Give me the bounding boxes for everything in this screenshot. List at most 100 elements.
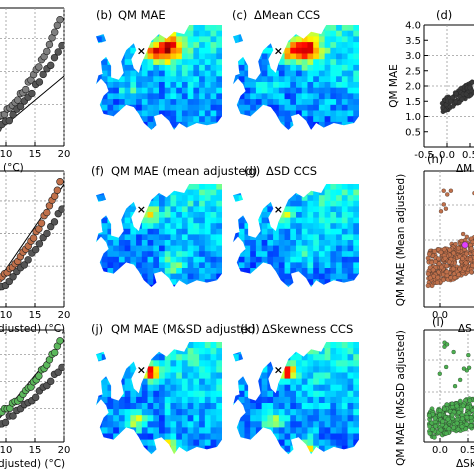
map-cell — [204, 415, 211, 422]
map-cell — [284, 82, 291, 89]
scatter-point — [470, 263, 474, 268]
map-cell — [187, 25, 194, 32]
map-cell — [341, 36, 348, 43]
map-cell — [124, 53, 131, 60]
scatter-point — [435, 275, 441, 280]
scatter-point — [454, 403, 460, 409]
map-cell — [318, 445, 326, 453]
map-cell — [176, 189, 183, 196]
map-cell — [141, 384, 148, 392]
map-cell — [181, 384, 189, 392]
map-cell — [284, 76, 291, 83]
map-cell — [216, 360, 222, 367]
map-cell — [278, 268, 285, 274]
map-cell — [204, 36, 211, 43]
scatter-point — [433, 423, 439, 429]
map-cell — [170, 262, 177, 269]
map-cell — [353, 245, 359, 252]
map-cell — [324, 206, 331, 213]
map-cell — [204, 403, 211, 410]
map-cell — [336, 342, 343, 349]
map-cell — [278, 256, 285, 263]
map-cell — [267, 251, 274, 258]
map-cell — [107, 384, 114, 392]
map-cell — [353, 59, 359, 66]
map-cell — [210, 245, 217, 252]
map-cell — [267, 76, 274, 83]
map-cell — [181, 110, 189, 117]
map-cell — [330, 251, 337, 258]
map-cell — [216, 421, 222, 428]
qq-point-secondary — [54, 48, 62, 56]
map-cell — [336, 348, 343, 355]
map-cell — [164, 64, 171, 71]
map-cell — [199, 372, 206, 379]
map-cell — [170, 354, 177, 361]
map-cell — [199, 268, 206, 274]
map-cell — [176, 36, 183, 43]
scatter-point — [444, 342, 450, 347]
map-cell — [164, 99, 171, 106]
map-cell — [153, 421, 160, 428]
map-cell — [313, 433, 320, 440]
map-cell — [353, 251, 359, 258]
map-cell — [324, 25, 331, 32]
map-cell — [330, 99, 337, 106]
map-cell — [353, 64, 359, 71]
map-cell — [233, 234, 240, 241]
map-cell — [347, 87, 354, 94]
map-cell — [330, 70, 337, 77]
map-cell — [159, 360, 166, 367]
map-cell — [159, 223, 166, 230]
map-cell — [113, 87, 120, 94]
map-cell — [153, 445, 160, 453]
map-cell — [318, 403, 326, 410]
map-cell — [341, 42, 348, 49]
map-cell — [301, 256, 308, 263]
map-cell — [353, 36, 359, 43]
map-cell — [296, 390, 303, 398]
map-cell — [296, 212, 303, 218]
map-cell — [244, 409, 251, 416]
map-cell — [153, 200, 160, 207]
panel-title-b: QM MAE — [118, 8, 166, 22]
map-cell — [336, 104, 343, 111]
map-cell — [318, 53, 326, 60]
map-cell — [267, 409, 274, 416]
scatter-point — [441, 188, 446, 193]
map-cell — [353, 110, 359, 117]
map-cell — [290, 195, 297, 202]
map-cell — [347, 240, 354, 246]
map-cell — [124, 251, 131, 258]
map-cell — [153, 42, 160, 49]
qq-point-secondary — [1, 418, 10, 427]
map-cell — [330, 87, 337, 94]
map-cell — [199, 59, 206, 66]
map-cell — [159, 228, 166, 235]
map-cell — [170, 433, 177, 440]
y-axis-label: QM MAE (M&SD adjusted) — [395, 330, 407, 466]
map-cell — [199, 64, 206, 71]
map-cell — [101, 223, 108, 230]
map-cell — [170, 110, 177, 117]
map-cell — [250, 433, 257, 440]
map-cell — [318, 240, 326, 246]
map-cell — [210, 200, 217, 207]
map-cell — [193, 189, 200, 196]
map-cell — [267, 99, 274, 106]
qq-point-secondary — [54, 368, 62, 376]
map-cell — [153, 53, 160, 60]
map-cell — [341, 268, 348, 274]
map-cell — [204, 396, 211, 404]
map-cell — [164, 104, 171, 111]
map-cell — [267, 256, 274, 263]
map-cell — [204, 240, 211, 246]
map-cell — [318, 116, 326, 123]
map-cell — [199, 234, 206, 241]
map-cell — [130, 82, 137, 89]
map-cell — [181, 217, 189, 224]
map-cell — [181, 354, 189, 361]
map-cell — [141, 82, 148, 89]
map-cell — [170, 127, 177, 130]
map-cell — [193, 212, 200, 218]
